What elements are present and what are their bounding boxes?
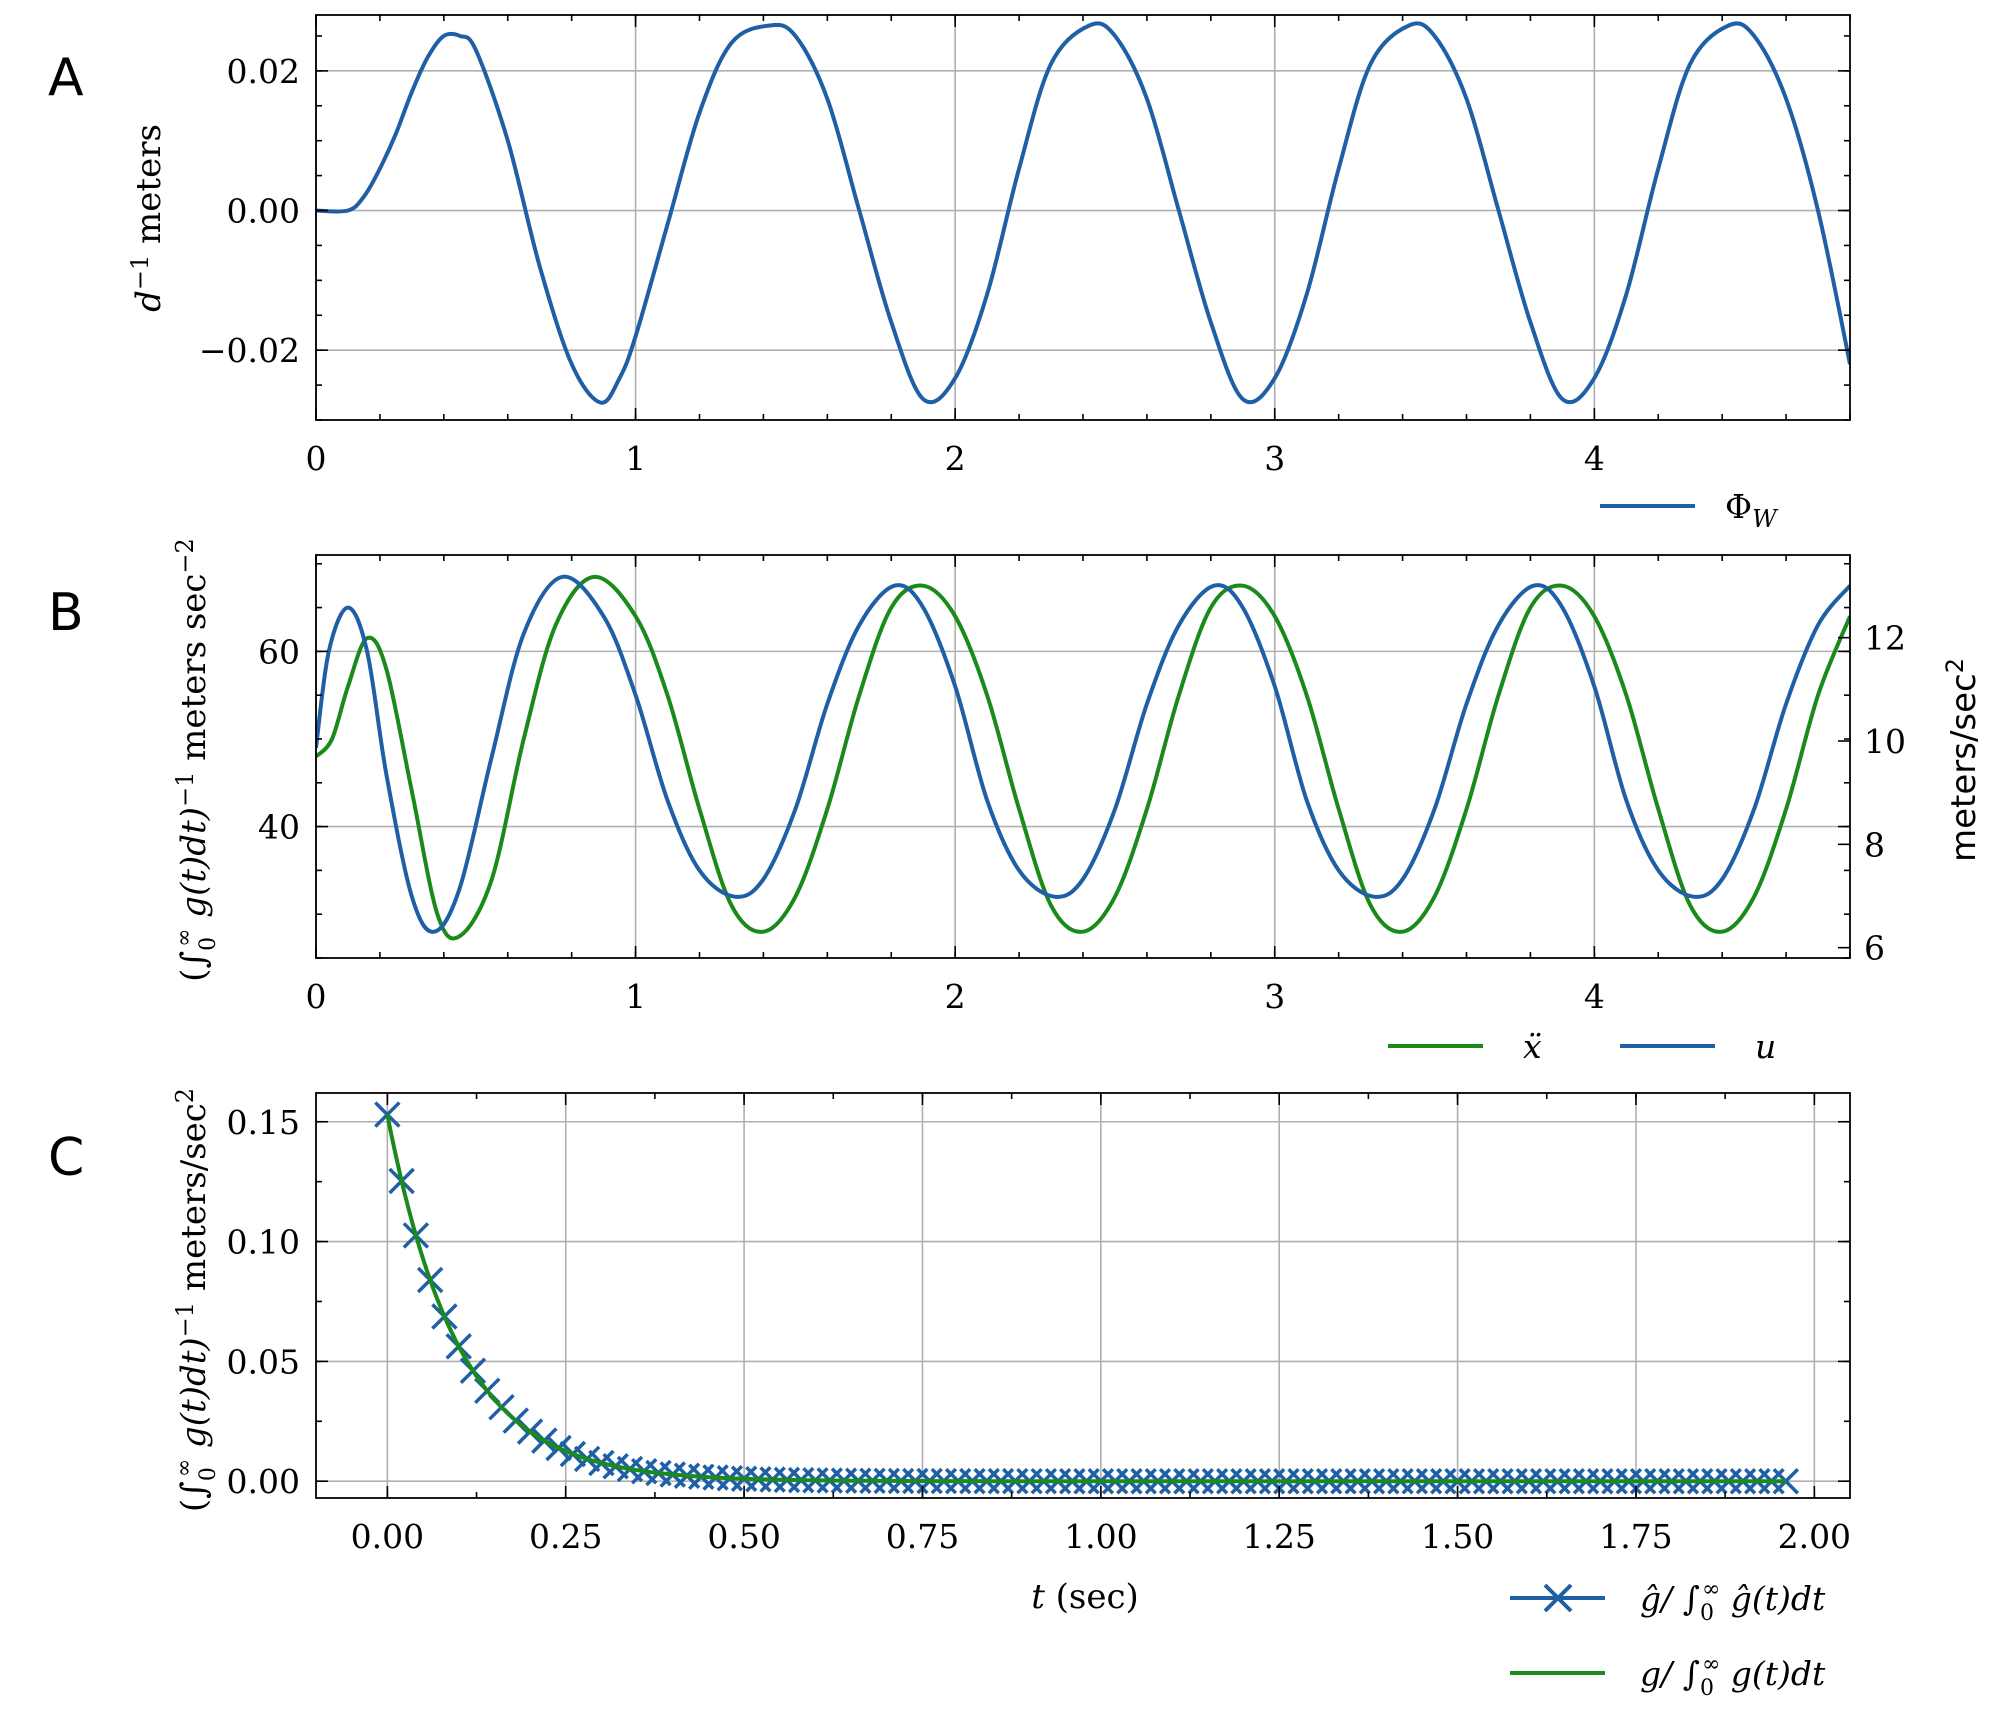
panel-b-ytick-label-right: 12	[1864, 619, 1906, 658]
panel-b-xtick-label: 1	[625, 977, 646, 1016]
panel-c-xlabel: t (sec)	[1031, 1577, 1139, 1617]
panel-c-xtick-label: 0.75	[886, 1517, 959, 1556]
panel-a-frame	[315, 14, 1851, 421]
panel-a-xtick-label: 2	[945, 439, 966, 478]
panel-a-xtick-label: 1	[625, 439, 646, 478]
panel-c-ticks: 0.00 0.25 0.50 0.75 1.00 1.25 1.50 1.75 2.00 0.15…	[227, 1093, 1851, 1556]
panel-b-ytick-label-right: 10	[1864, 722, 1906, 761]
series-line-phi-w	[316, 21, 1850, 405]
panel-a-ylabel: d−1 meters	[126, 124, 169, 312]
panel-c-grid	[316, 1093, 1850, 1498]
panel-c-frame	[315, 1092, 1851, 1499]
legend-b-label-xddot: ẍ	[1523, 1027, 1542, 1066]
panel-c-lines	[374, 1101, 1800, 1495]
series-line-g	[385, 1114, 1786, 1484]
panel-b-lines	[316, 574, 1850, 941]
panel-b-ytick-label: 60	[258, 632, 300, 671]
panel-b-xtick-label: 2	[945, 977, 966, 1016]
legend-c-label-g: g/ ∫0∞ g(t)dt	[1640, 1652, 1826, 1701]
panel-a-xtick-label: 0	[306, 439, 327, 478]
panel-a-ticks: 0 1 2 3 4 0.02 0.00 −0.02	[199, 15, 1851, 478]
legend-a-label: ΦW	[1725, 487, 1779, 533]
ghat-marker	[374, 1101, 401, 1128]
panel-b-xtick-label: 0	[306, 977, 327, 1016]
panel-a-xtick-label: 4	[1584, 439, 1605, 478]
panel-a-ytick-label: −0.02	[199, 331, 300, 370]
panel-b-xtick-label: 4	[1584, 977, 1605, 1016]
panel-b-ytick-label: 40	[258, 808, 300, 847]
panel-c-xtick-label: 2.00	[1778, 1517, 1851, 1556]
panel-b-frame	[315, 554, 1851, 959]
panel-a-lines	[316, 21, 1850, 405]
panel-c-ylabel: (∫0∞ g(t)dt)−1 meters/sec2	[171, 1088, 221, 1512]
panel-b-xtick-label: 3	[1264, 977, 1285, 1016]
panel-b-ytick-label-right: 6	[1864, 929, 1885, 968]
panel-b-ylabel-left: (∫0∞ g(t)dt)−1 meters sec−2	[171, 538, 221, 982]
legend-c-marker-x	[1543, 1583, 1573, 1613]
panel-c-ytick-label: 0.15	[227, 1103, 300, 1142]
panel-c-ytick-label: 0.05	[227, 1342, 300, 1381]
panel-c-xtick-label: 0.00	[351, 1517, 424, 1556]
panel-c-xtick-label: 1.00	[1064, 1517, 1137, 1556]
panel-c-ytick-label: 0.10	[227, 1223, 300, 1262]
panel-c-xtick-label: 1.50	[1421, 1517, 1494, 1556]
panel-c-ytick-label: 0.00	[227, 1462, 300, 1501]
series-line-xddot	[316, 574, 1850, 941]
panel-a-xtick-label: 3	[1264, 439, 1285, 478]
panel-c-xtick-label: 0.25	[529, 1517, 602, 1556]
panel-a-ytick-label: 0.02	[227, 52, 300, 91]
panel-c-xtick-label: 1.25	[1242, 1517, 1315, 1556]
panel-letter-a: A	[48, 48, 84, 108]
panel-b-grid	[315, 555, 1850, 958]
panel-a-grid	[315, 15, 1850, 420]
panel-c-chart: 0.00 0.25 0.50 0.75 1.00 1.25 1.50 1.75 2.00 0.15…	[171, 1088, 1851, 1701]
legend-c-label-ghat: ĝ/ ∫0∞ ĝ(t)dt	[1640, 1577, 1826, 1626]
panel-letter-c: C	[48, 1128, 84, 1188]
series-line-u	[316, 574, 1850, 934]
panel-a-ytick-label: 0.00	[227, 192, 300, 231]
panel-letter-b: B	[48, 583, 84, 643]
panel-a-chart: 0 1 2 3 4 0.02 0.00 −0.02 d−1 meters ΦW	[126, 14, 1851, 533]
series-line-ghat	[385, 1114, 1786, 1483]
panel-b-ytick-label-right: 8	[1864, 825, 1885, 864]
panel-b-ylabel-right: meters/sec2	[1941, 658, 1984, 862]
panel-c-xtick-label: 0.50	[707, 1517, 780, 1556]
legend-b-label-u: u	[1755, 1027, 1776, 1066]
panel-c-xtick-label: 1.75	[1599, 1517, 1672, 1556]
